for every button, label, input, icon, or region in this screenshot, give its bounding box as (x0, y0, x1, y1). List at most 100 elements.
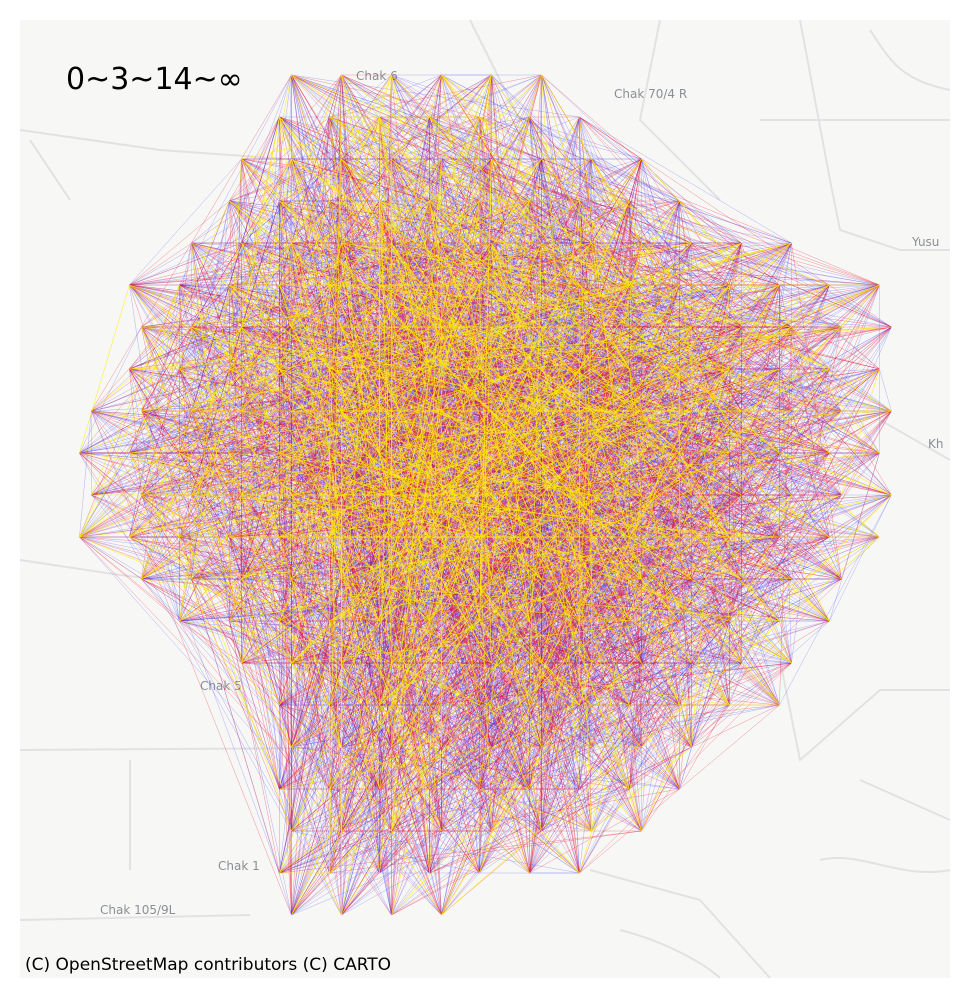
flow-line (341, 74, 380, 202)
flow-line (141, 368, 230, 580)
flow-line (791, 284, 880, 328)
flow-line (691, 410, 880, 538)
flow-line (341, 410, 430, 790)
flow-line (679, 200, 742, 664)
flow-line (241, 326, 692, 496)
flow-line (191, 578, 292, 916)
flow-line (529, 788, 680, 874)
flow-line (641, 368, 880, 832)
flow-line (541, 452, 880, 832)
flow-line (641, 242, 880, 286)
flow-line (679, 746, 692, 790)
flow-line (691, 326, 842, 412)
flow-line (591, 158, 680, 202)
flow-line (129, 242, 242, 286)
flow-line (141, 578, 530, 790)
flow-line (291, 536, 480, 916)
flow-line (691, 704, 730, 748)
flow-line (779, 326, 842, 538)
flow-line (629, 662, 642, 790)
flow-line (179, 620, 592, 664)
flow-line (879, 368, 892, 412)
flow-line (279, 284, 292, 916)
flow-line (541, 74, 880, 370)
flow-line (691, 284, 830, 580)
flow-line (229, 74, 342, 202)
flow-line (291, 620, 330, 916)
flow-line (729, 326, 792, 370)
flow-line (279, 830, 342, 874)
flow-line (191, 578, 292, 832)
flow-line (341, 746, 492, 832)
flow-line (129, 536, 380, 790)
flow-line (579, 242, 692, 370)
flow-line (429, 326, 842, 706)
flow-line (579, 620, 642, 832)
flow-line (279, 662, 742, 706)
flow-line (129, 368, 280, 790)
flow-line (579, 746, 642, 874)
flow-line (141, 494, 530, 874)
flow-line (129, 326, 192, 454)
flow-line (179, 536, 442, 916)
flow-line (79, 536, 342, 832)
flow-line (391, 788, 630, 916)
flow-line (691, 284, 880, 664)
flow-line (229, 620, 292, 916)
flow-line (191, 410, 580, 790)
flow-line (291, 536, 480, 748)
flow-line (279, 284, 330, 454)
flow-line (241, 410, 330, 790)
flow-line (441, 536, 880, 832)
flow-line (641, 284, 780, 580)
flow-line (629, 746, 642, 790)
flow-line (579, 326, 892, 874)
flow-line (141, 494, 342, 916)
flow-line (279, 662, 642, 874)
flow-line (479, 620, 830, 706)
flow-line (441, 578, 480, 622)
flow-line (279, 200, 692, 412)
flow-line (379, 74, 392, 286)
flow-line (579, 494, 842, 790)
flow-line (579, 494, 892, 706)
flow-line (679, 410, 892, 790)
flow-line (191, 158, 292, 244)
flow-line (341, 452, 680, 916)
flow-line (679, 410, 792, 790)
flow-line (479, 788, 530, 874)
flow-line (629, 368, 842, 412)
flow-line (691, 494, 842, 664)
flow-line (579, 116, 892, 328)
flow-line (529, 116, 892, 328)
flow-line (291, 74, 680, 454)
place-label: Yusu (911, 235, 939, 249)
flow-line (279, 830, 642, 874)
flow-line (791, 326, 880, 454)
flow-line (79, 536, 392, 748)
flow-line (629, 410, 892, 706)
flow-line (691, 242, 742, 412)
flow-line (679, 452, 730, 538)
place-label: Chak 1 (218, 859, 260, 873)
flow-line (679, 284, 892, 412)
flow-line (79, 452, 292, 832)
flow-line (141, 578, 230, 622)
flow-line (529, 578, 642, 874)
flow-line (291, 410, 430, 538)
flow-line (229, 158, 342, 202)
flow-line (629, 242, 742, 790)
flow-line (241, 242, 280, 370)
flow-line (129, 158, 242, 286)
flow-line (241, 578, 330, 874)
flow-line (79, 536, 692, 580)
flow-line (691, 368, 780, 496)
flow-line (241, 158, 442, 412)
flow-line (79, 326, 542, 538)
flow-line (341, 284, 830, 496)
flow-line (341, 578, 430, 874)
flow-line (179, 74, 292, 286)
flow-line (179, 536, 280, 790)
flow-line (841, 452, 880, 580)
flow-line (541, 284, 780, 748)
